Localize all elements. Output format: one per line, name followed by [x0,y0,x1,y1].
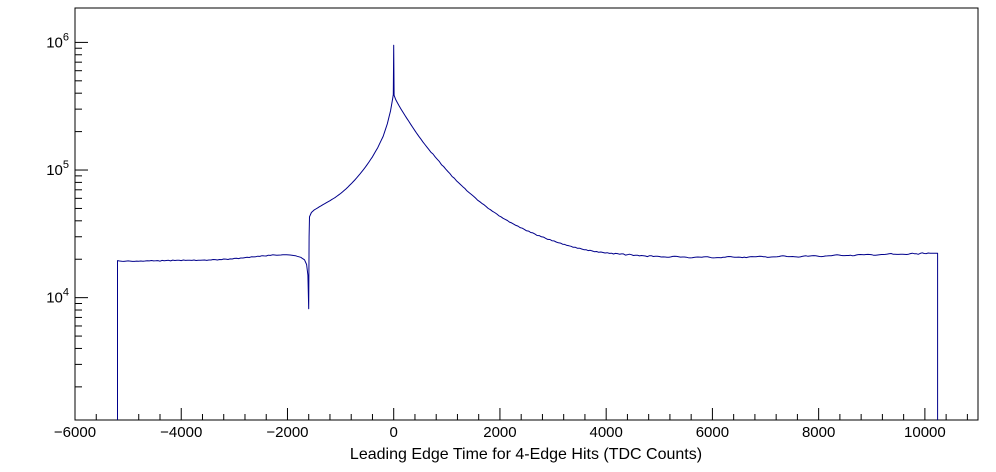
x-axis-title: Leading Edge Time for 4-Edge Hits (TDC C… [350,446,702,463]
histogram-line [117,44,939,420]
y-tick-label: 106 [46,31,69,51]
x-tick-label: 4000 [589,424,622,441]
y-tick-label: 105 [46,159,69,179]
x-tick-label: −2000 [266,424,308,441]
chart-plot-area: −6000 −4000 −2000 0 2000 4000 6000 8000 10000 104… [46,7,979,441]
plot-frame [74,7,979,421]
x-tick-label: 6000 [696,424,729,441]
x-tick-label: −4000 [160,424,202,441]
x-tick-label: 10000 [904,424,946,441]
x-tick-label: 2000 [483,424,516,441]
x-tick-label: 8000 [802,424,835,441]
x-tick-label: −6000 [54,424,96,441]
x-tick-label: 0 [390,424,398,441]
y-tick-label: 104 [46,287,69,307]
